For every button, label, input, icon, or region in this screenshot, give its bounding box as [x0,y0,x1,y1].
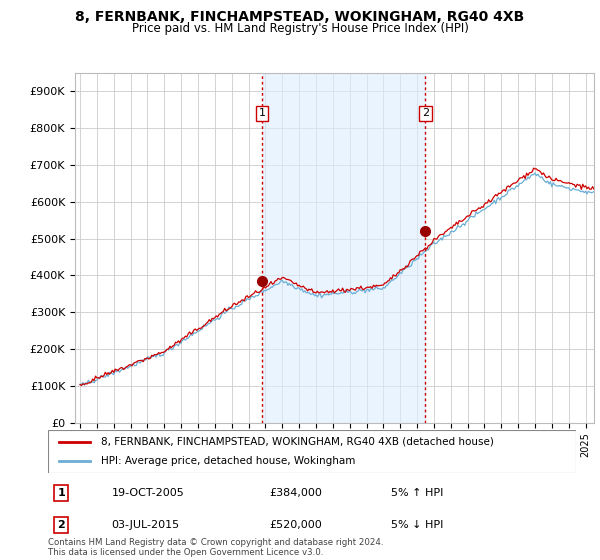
Text: Price paid vs. HM Land Registry's House Price Index (HPI): Price paid vs. HM Land Registry's House … [131,22,469,35]
Text: 2: 2 [422,108,429,118]
Text: 8, FERNBANK, FINCHAMPSTEAD, WOKINGHAM, RG40 4XB (detached house): 8, FERNBANK, FINCHAMPSTEAD, WOKINGHAM, R… [101,437,494,447]
Text: 2: 2 [58,520,65,530]
Text: 03-JUL-2015: 03-JUL-2015 [112,520,179,530]
Text: HPI: Average price, detached house, Wokingham: HPI: Average price, detached house, Woki… [101,456,355,466]
Text: £384,000: £384,000 [270,488,323,498]
Text: 8, FERNBANK, FINCHAMPSTEAD, WOKINGHAM, RG40 4XB: 8, FERNBANK, FINCHAMPSTEAD, WOKINGHAM, R… [76,10,524,24]
Text: 5% ↓ HPI: 5% ↓ HPI [391,520,443,530]
Text: 1: 1 [259,108,266,118]
Text: Contains HM Land Registry data © Crown copyright and database right 2024.
This d: Contains HM Land Registry data © Crown c… [48,538,383,557]
Text: 19-OCT-2005: 19-OCT-2005 [112,488,184,498]
Text: 1: 1 [58,488,65,498]
Text: 5% ↑ HPI: 5% ↑ HPI [391,488,443,498]
Text: £520,000: £520,000 [270,520,323,530]
